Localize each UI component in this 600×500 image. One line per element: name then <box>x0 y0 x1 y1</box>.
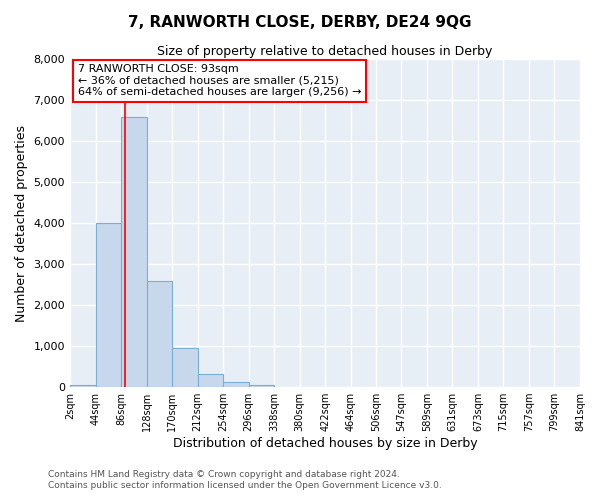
Text: 7 RANWORTH CLOSE: 93sqm
← 36% of detached houses are smaller (5,215)
64% of semi: 7 RANWORTH CLOSE: 93sqm ← 36% of detache… <box>77 64 361 98</box>
Bar <box>95 223 121 387</box>
Bar <box>197 374 223 387</box>
Bar <box>146 280 172 387</box>
Text: Contains HM Land Registry data © Crown copyright and database right 2024.
Contai: Contains HM Land Registry data © Crown c… <box>48 470 442 490</box>
Y-axis label: Number of detached properties: Number of detached properties <box>15 124 28 322</box>
Bar <box>223 382 249 387</box>
Bar <box>121 116 146 387</box>
Text: 7, RANWORTH CLOSE, DERBY, DE24 9QG: 7, RANWORTH CLOSE, DERBY, DE24 9QG <box>128 15 472 30</box>
Bar <box>249 385 274 387</box>
Bar <box>172 348 197 387</box>
X-axis label: Distribution of detached houses by size in Derby: Distribution of detached houses by size … <box>173 437 478 450</box>
Title: Size of property relative to detached houses in Derby: Size of property relative to detached ho… <box>157 45 493 58</box>
Bar <box>70 385 95 387</box>
